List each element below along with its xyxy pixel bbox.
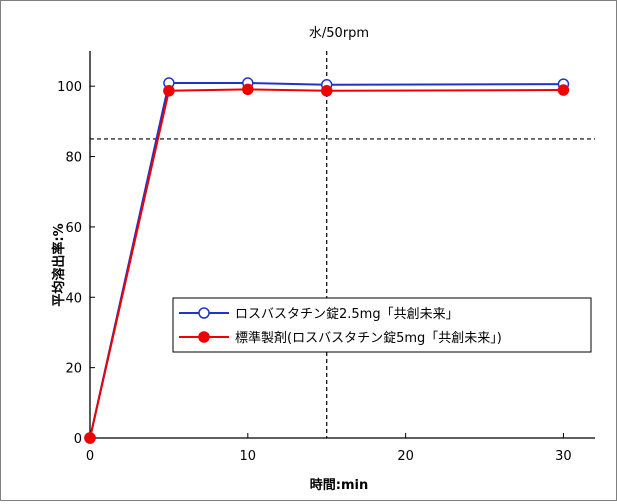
y-tick-label: 60 — [65, 221, 82, 236]
y-tick-label: 100 — [57, 80, 82, 95]
series-2-point — [557, 84, 570, 96]
legend: ロスバスタチン錠2.5mg「共創未来」標準製剤(ロスバスタチン錠5mg「共創未来… — [172, 297, 592, 353]
x-tick-label: 30 — [555, 449, 572, 464]
y-tick-label: 0 — [74, 432, 82, 447]
x-axis-label: 時間:min — [310, 477, 368, 493]
x-tick-label: 10 — [240, 449, 257, 464]
legend-label-2: 標準製剤(ロスバスタチン錠5mg「共創未来」) — [235, 330, 502, 346]
legend-marker-1 — [198, 307, 210, 319]
legend-box — [172, 297, 592, 353]
legend-label-1: ロスバスタチン錠2.5mg「共創未来」 — [235, 307, 459, 322]
y-tick-label: 20 — [65, 362, 82, 377]
y-tick-label: 80 — [65, 151, 82, 166]
series-2-point — [320, 85, 333, 97]
series-2-point — [84, 432, 96, 444]
series-2-point — [242, 83, 254, 96]
x-tick-label: 20 — [397, 449, 414, 464]
series-2-point — [163, 85, 175, 97]
y-axis-label: 平均溶出率:% — [51, 223, 67, 306]
legend-marker-2 — [198, 331, 210, 343]
chart-title: 水/50rpm — [309, 26, 369, 41]
x-tick-label: 0 — [86, 449, 94, 464]
plot-area: 0 20 40 60 80 100 0 10 20 30 — [57, 51, 595, 464]
y-tick-label: 40 — [65, 291, 82, 306]
